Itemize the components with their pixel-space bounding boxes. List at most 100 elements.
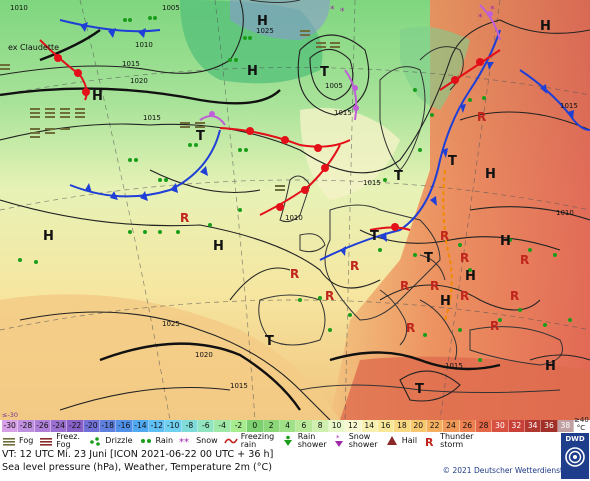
pressure-label: 1015 xyxy=(230,382,248,390)
pressure-centre: T xyxy=(370,229,379,244)
storm-name-label: ex Claudette xyxy=(8,43,59,52)
pressure-label: 1015 xyxy=(143,114,161,122)
dwd-logo-text: DWD xyxy=(565,435,585,443)
pressure-label: 1010 xyxy=(556,209,574,217)
svg-text:R: R xyxy=(406,321,415,335)
pressure-centre: H xyxy=(92,89,103,104)
scale-cell: 32 xyxy=(508,420,525,432)
svg-text:R: R xyxy=(460,251,469,265)
svg-text:R: R xyxy=(460,289,469,303)
svg-text:**: ** xyxy=(179,437,189,447)
pressure-centre: H xyxy=(213,239,224,254)
svg-text:R: R xyxy=(425,436,434,447)
map-caption: VT: 12 UTC Mi. 23 Juni [ICON 2021-06-22 … xyxy=(2,448,273,474)
pressure-centre: T xyxy=(415,382,424,397)
pressure-centre: T xyxy=(196,129,205,144)
drizzle-icon xyxy=(88,435,102,447)
pressure-centre: T xyxy=(265,334,274,349)
isobars xyxy=(0,0,590,420)
rain-symbols xyxy=(18,16,572,362)
svg-text:R: R xyxy=(180,211,189,225)
scale-cell: -20 xyxy=(83,420,101,432)
svg-text:*: * xyxy=(478,13,483,23)
freezing-rain-icon xyxy=(223,435,238,447)
weather-legend: Fog Freez. Fog Drizzle Rain ** Snow Free… xyxy=(2,433,527,449)
temperature-scale: -30 -28 -26 -24 -22 -20 -18 -16 -14 -12 -10 -8 -6 -4-… xyxy=(2,411,589,432)
svg-text:R: R xyxy=(520,253,529,267)
valid-time-line: VT: 12 UTC Mi. 23 Juni [ICON 2021-06-22 … xyxy=(2,449,274,460)
pressure-centre: H xyxy=(500,234,511,249)
bold-isobars xyxy=(0,29,501,411)
scale-left-tag: ≤-30 xyxy=(2,411,19,419)
pressure-label: 1025 xyxy=(256,27,274,35)
scale-cell: 22 xyxy=(426,420,444,432)
legend-freezing-rain: Freezing rain xyxy=(223,433,275,449)
pressure-label: 1005 xyxy=(162,4,180,12)
legend-rain-shower: Rain shower xyxy=(281,432,327,449)
scale-cell: 0 xyxy=(247,420,264,432)
pressure-label: 1010 xyxy=(135,41,153,49)
warm-fronts xyxy=(39,39,501,231)
legend-label: Rain shower xyxy=(297,432,327,449)
legend-snow-shower: * Snow shower xyxy=(332,433,379,449)
svg-text:*: * xyxy=(336,435,340,442)
dwd-swirl-icon xyxy=(565,447,585,467)
scale-cell: -12 xyxy=(149,420,166,432)
scale-cell: -28 xyxy=(18,420,35,432)
freezing-fog-icon xyxy=(39,435,53,447)
scale-cell: -4 xyxy=(214,420,231,432)
pressure-label: 1015 xyxy=(445,362,463,370)
pressure-centre: H xyxy=(540,19,551,34)
legend-label: Hail xyxy=(401,436,418,445)
scale-cell: 4 xyxy=(279,420,297,432)
scale-cell: -6 xyxy=(198,420,215,432)
legend-label: Snow shower xyxy=(348,432,378,449)
scale-cell: 30 xyxy=(492,420,509,432)
scale-cell: 2 xyxy=(263,420,280,432)
scale-cell: 16 xyxy=(377,420,395,432)
legend-snow: ** Snow xyxy=(179,433,218,449)
scale-cell: -30 xyxy=(2,420,19,432)
pressure-centre: H xyxy=(247,64,258,79)
parameters-line: Sea level pressure (hPa), Weather, Tempe… xyxy=(2,462,272,473)
svg-text:R: R xyxy=(477,110,486,124)
legend-label: Rain xyxy=(155,436,174,445)
svg-text:*: * xyxy=(490,5,495,15)
scale-cell: -24 xyxy=(51,420,68,432)
pressure-centre: T xyxy=(394,169,403,184)
scale-cell: -26 xyxy=(34,420,52,432)
svg-text:R: R xyxy=(290,267,299,281)
legend-hail: Hail xyxy=(385,433,417,449)
pressure-label: 1015 xyxy=(363,179,381,187)
scale-cell: 14 xyxy=(361,420,378,432)
fog-icon xyxy=(2,435,16,447)
legend-label: Freez. Fog xyxy=(56,432,81,449)
scale-cell: -18 xyxy=(100,420,117,432)
svg-text:R: R xyxy=(490,319,499,333)
copyright: © 2021 Deutscher Wetterdienst xyxy=(442,466,563,475)
pressure-label: 1010 xyxy=(285,214,303,222)
rain-icon xyxy=(139,435,153,447)
pressure-label: 1015 xyxy=(334,109,352,117)
scale-cell: -22 xyxy=(67,420,84,432)
scale-cell: 34 xyxy=(525,420,542,432)
pressure-centre: H xyxy=(257,14,268,29)
legend-fog: Fog xyxy=(2,433,33,449)
scale-cell: 38 xyxy=(557,420,575,432)
snow-icon: ** xyxy=(179,435,193,448)
legend-rain: Rain xyxy=(139,433,174,449)
hail-icon xyxy=(385,435,399,447)
legend-drizzle: Drizzle xyxy=(88,433,133,449)
scale-cell: 24 xyxy=(443,420,460,432)
occluded-fronts xyxy=(199,4,501,126)
pressure-label: 1020 xyxy=(195,351,213,359)
fog-symbols xyxy=(0,30,340,191)
scale-unit: ≥40 °C xyxy=(574,416,589,432)
legend-label: Thunder storm xyxy=(440,432,474,449)
scale-cell: 20 xyxy=(410,420,427,432)
pressure-centre: H xyxy=(43,229,54,244)
scale-cell: 26 xyxy=(459,420,476,432)
